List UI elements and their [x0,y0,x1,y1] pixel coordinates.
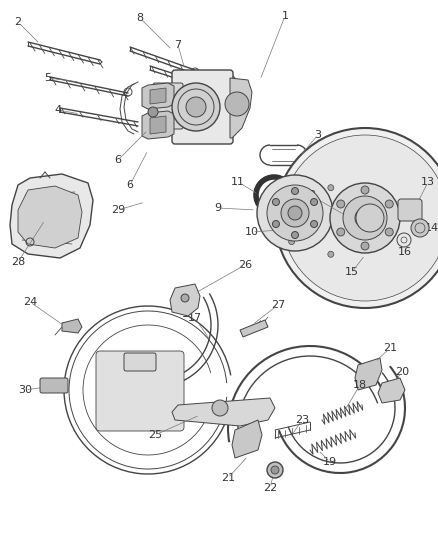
Circle shape [281,199,309,227]
Circle shape [267,462,283,478]
Circle shape [282,135,438,301]
FancyBboxPatch shape [153,83,183,129]
Text: 1: 1 [282,11,289,21]
Circle shape [352,218,358,224]
FancyBboxPatch shape [398,199,422,221]
Polygon shape [18,186,82,248]
Text: 21: 21 [221,473,235,483]
Circle shape [385,200,393,208]
Text: 10: 10 [245,227,259,237]
Text: 30: 30 [18,385,32,395]
Polygon shape [10,174,93,258]
Circle shape [356,204,384,232]
Text: 4: 4 [54,105,62,115]
Polygon shape [230,78,252,138]
Text: 11: 11 [231,177,245,187]
Circle shape [225,92,249,116]
Circle shape [289,239,295,245]
Text: 8: 8 [137,13,144,23]
FancyBboxPatch shape [96,351,184,431]
Text: 6: 6 [127,180,134,190]
Text: 29: 29 [111,205,125,215]
Polygon shape [150,116,166,134]
Circle shape [172,83,220,131]
Circle shape [328,251,334,257]
Text: 2: 2 [14,17,21,27]
Circle shape [330,183,400,253]
Polygon shape [142,83,174,109]
Circle shape [292,231,299,238]
Text: 17: 17 [188,313,202,323]
Circle shape [272,221,279,228]
Circle shape [289,197,295,204]
Polygon shape [355,358,382,390]
Circle shape [292,188,299,195]
FancyBboxPatch shape [172,70,233,144]
Circle shape [328,185,334,191]
Polygon shape [62,319,82,333]
Polygon shape [172,398,275,426]
Circle shape [288,206,302,220]
Circle shape [311,198,318,206]
Text: 24: 24 [23,297,37,307]
Text: 12: 12 [303,190,317,200]
Circle shape [385,228,393,236]
Text: 6: 6 [114,155,121,165]
Text: 19: 19 [323,457,337,467]
Circle shape [337,228,345,236]
Text: 25: 25 [148,430,162,440]
Circle shape [361,242,369,250]
Text: 28: 28 [11,257,25,267]
Circle shape [186,97,206,117]
Circle shape [212,400,228,416]
Text: 16: 16 [398,247,412,257]
Circle shape [343,196,387,240]
Circle shape [257,175,333,251]
Polygon shape [240,320,268,337]
Circle shape [148,107,158,117]
FancyBboxPatch shape [124,353,156,371]
Circle shape [275,128,438,308]
Polygon shape [232,420,262,458]
Circle shape [267,185,323,241]
Text: 15: 15 [345,267,359,277]
Polygon shape [142,111,174,139]
Circle shape [272,198,279,206]
Polygon shape [150,88,166,104]
Text: 14: 14 [425,223,438,233]
Text: 22: 22 [263,483,277,493]
Text: 9: 9 [215,203,222,213]
Text: 13: 13 [421,177,435,187]
Circle shape [337,200,345,208]
Text: 26: 26 [238,260,252,270]
Text: 21: 21 [383,343,397,353]
Text: 27: 27 [271,300,285,310]
Circle shape [411,219,429,237]
Circle shape [355,208,375,228]
Polygon shape [170,284,200,316]
Circle shape [271,466,279,474]
Text: 5: 5 [45,73,52,83]
Circle shape [311,221,318,228]
Text: 18: 18 [353,380,367,390]
Text: 3: 3 [314,130,321,140]
Text: 7: 7 [174,40,182,50]
FancyBboxPatch shape [40,378,68,393]
Circle shape [361,186,369,194]
Polygon shape [378,378,405,403]
Text: 23: 23 [295,415,309,425]
Text: 20: 20 [395,367,409,377]
Circle shape [181,294,189,302]
